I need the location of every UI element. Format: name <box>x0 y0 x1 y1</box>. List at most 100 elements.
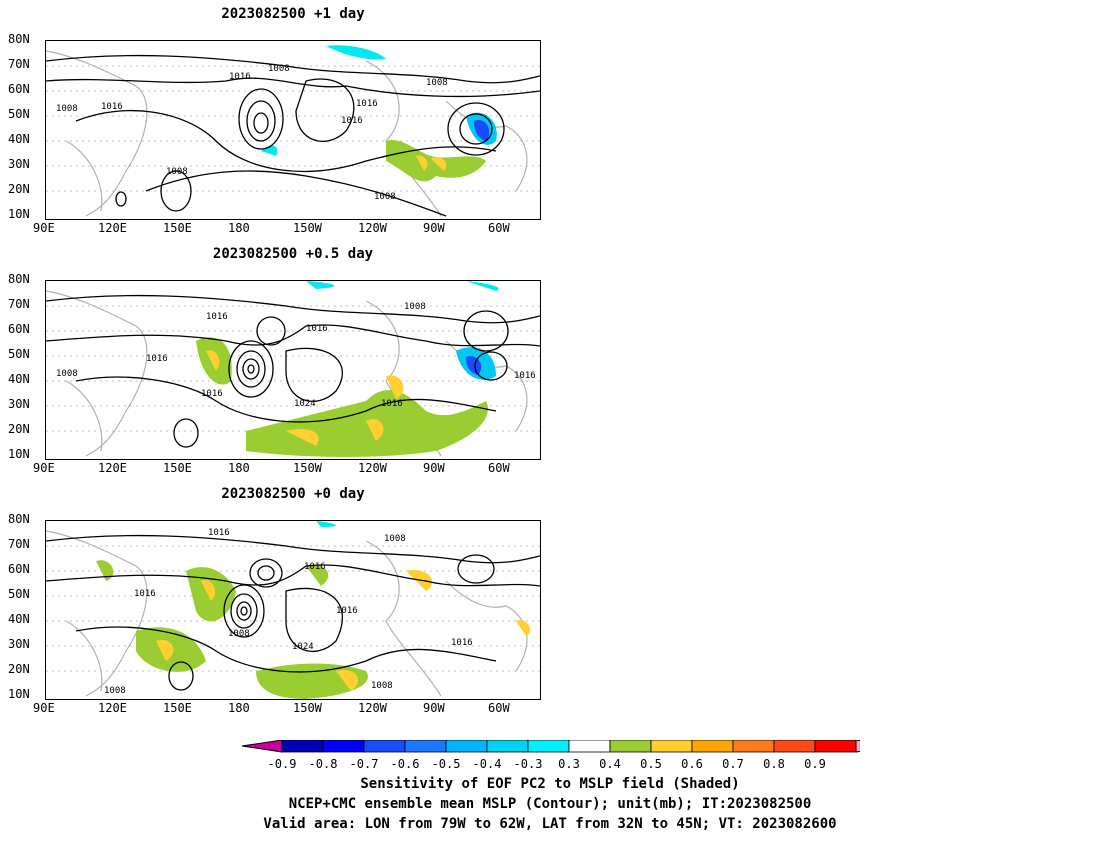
colorbar-box <box>568 740 611 753</box>
colorbar-tick-label: -0.4 <box>472 757 502 771</box>
lon-label: 150E <box>163 221 192 235</box>
contour-label: 1016 <box>101 102 123 112</box>
lat-label: 40N <box>8 132 30 146</box>
contour-label: 1016 <box>146 354 168 364</box>
contour-label: 1016 <box>229 72 251 82</box>
lat-label: 50N <box>8 107 30 121</box>
lat-label: 50N <box>8 347 30 361</box>
contour-label: 1016 <box>201 389 223 399</box>
colorbar-box <box>445 740 488 753</box>
lon-label: 180 <box>228 221 250 235</box>
lon-label: 120W <box>358 461 387 475</box>
lat-label: 10N <box>8 447 30 461</box>
contour-label: 1024 <box>294 399 316 409</box>
colorbar-tick-label: 0.7 <box>722 757 744 771</box>
lat-label: 60N <box>8 82 30 96</box>
contour-label: 1016 <box>341 116 363 126</box>
contour-label: 1008 <box>384 534 406 544</box>
colorbar-box <box>322 740 365 753</box>
colorbar-tick-label: 0.3 <box>558 757 580 771</box>
contour-label: 1016 <box>451 638 473 648</box>
lon-label: 90E <box>33 461 55 475</box>
lat-label: 10N <box>8 207 30 221</box>
lon-label: 150E <box>163 461 192 475</box>
lat-label: 20N <box>8 422 30 436</box>
colorbar-box <box>281 740 324 753</box>
contour-label: 1008 <box>104 686 126 696</box>
contour-label: 1008 <box>56 369 78 379</box>
contour-label: 1008 <box>374 192 396 202</box>
lat-label: 10N <box>8 687 30 701</box>
lat-label: 20N <box>8 182 30 196</box>
contour-label: 1008 <box>268 64 290 74</box>
panel-title-2: 2023082500 +0.5 day <box>212 246 374 262</box>
caption-line-3: Valid area: LON from 79W to 62W, LAT fro… <box>263 816 837 832</box>
contour-label: 1008 <box>371 681 393 691</box>
map-panel-3-graphic: 1016 1008 1016 1016 1008 1024 1016 1016 … <box>46 521 540 699</box>
lon-label: 60W <box>488 701 510 715</box>
colorbar-box <box>691 740 734 753</box>
lat-label: 30N <box>8 157 30 171</box>
map-panel-3: 1016 1008 1016 1016 1008 1024 1016 1016 … <box>45 520 541 700</box>
caption-line-1: Sensitivity of EOF PC2 to MSLP field (Sh… <box>360 776 740 792</box>
colorbar-tick-label: -0.7 <box>349 757 379 771</box>
lat-label: 70N <box>8 57 30 71</box>
colorbar-box <box>609 740 652 753</box>
lon-label: 150W <box>293 461 322 475</box>
colorbar-box <box>527 740 570 753</box>
panel-title-1: 2023082500 +1 day <box>221 6 365 22</box>
lon-label: 150E <box>163 701 192 715</box>
lon-label: 120E <box>98 461 127 475</box>
lat-label: 30N <box>8 397 30 411</box>
colorbar-box <box>363 740 406 753</box>
lon-label: 120W <box>358 221 387 235</box>
map-panel-1-graphic: 1008 1016 1008 1016 1008 1016 1016 1008 … <box>46 45 540 217</box>
colorbar-arrow-right <box>855 740 860 753</box>
colorbar-box <box>404 740 447 753</box>
lon-label: 150W <box>293 701 322 715</box>
contour-label: 1008 <box>56 104 78 114</box>
lon-label: 180 <box>228 701 250 715</box>
lon-label: 90E <box>33 701 55 715</box>
lat-label: 30N <box>8 637 30 651</box>
colorbar-tick-label: 0.5 <box>640 757 662 771</box>
colorbar-box <box>773 740 816 753</box>
lon-label: 90W <box>423 461 445 475</box>
colorbar-tick-label: -0.5 <box>431 757 461 771</box>
contour-label: 1024 <box>292 642 314 652</box>
contour-label: 1016 <box>304 562 326 572</box>
map-panel-2: 1016 1008 1016 1008 1016 1016 1024 1016 … <box>45 280 541 460</box>
lat-label: 70N <box>8 537 30 551</box>
contour-label: 1016 <box>514 371 536 381</box>
colorbar-tick-label: 0.6 <box>681 757 703 771</box>
lon-label: 120E <box>98 221 127 235</box>
colorbar-tick-label: 0.9 <box>804 757 826 771</box>
lat-label: 40N <box>8 612 30 626</box>
contour-label: 1008 <box>426 78 448 88</box>
lat-label: 80N <box>8 272 30 286</box>
lat-label: 70N <box>8 297 30 311</box>
lon-label: 90W <box>423 221 445 235</box>
contour-label: 1008 <box>228 629 250 639</box>
colorbar-tick-label: -0.9 <box>267 757 297 771</box>
colorbar-arrow-left <box>241 740 283 753</box>
contour-label: 1016 <box>208 528 230 538</box>
lon-label: 120E <box>98 701 127 715</box>
lat-label: 80N <box>8 512 30 526</box>
contour-label: 1016 <box>356 99 378 109</box>
map-panel-1: 1008 1016 1008 1016 1008 1016 1016 1008 … <box>45 40 541 220</box>
colorbar-tick-label: -0.3 <box>513 757 543 771</box>
map-panel-2-graphic: 1016 1008 1016 1008 1016 1016 1024 1016 … <box>46 281 540 457</box>
contour-label: 1016 <box>134 589 156 599</box>
lon-label: 120W <box>358 701 387 715</box>
lon-label: 60W <box>488 461 510 475</box>
lat-label: 80N <box>8 32 30 46</box>
panel-title-3: 2023082500 +0 day <box>221 486 365 502</box>
colorbar-tick-label: 0.8 <box>763 757 785 771</box>
colorbar-box <box>732 740 775 753</box>
lat-label: 50N <box>8 587 30 601</box>
colorbar-tick-label: -0.6 <box>390 757 420 771</box>
lon-label: 180 <box>228 461 250 475</box>
contour-label: 1016 <box>336 606 358 616</box>
contour-label: 1008 <box>404 302 426 312</box>
